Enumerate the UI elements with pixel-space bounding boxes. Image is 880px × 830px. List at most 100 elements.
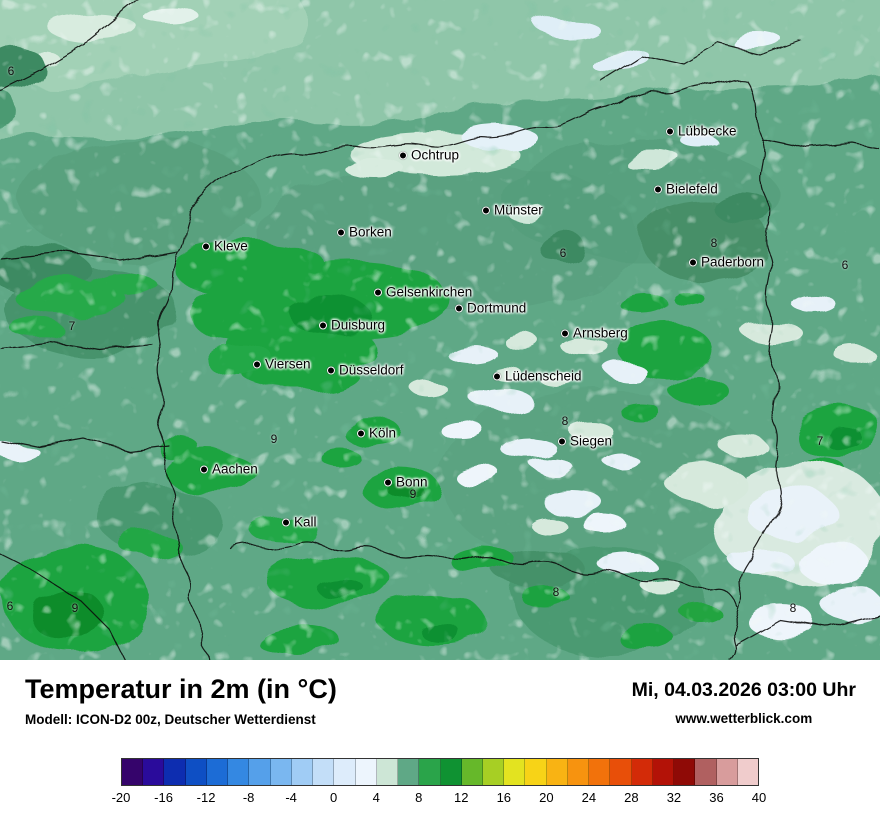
city-label: Münster — [494, 202, 543, 218]
temperature-value-label: 8 — [710, 236, 718, 250]
city-dot — [200, 465, 208, 473]
legend-color-cell — [737, 759, 759, 785]
city-marker-dusseldorf: Düsseldorf — [327, 363, 404, 378]
city-dot — [399, 151, 407, 159]
city-label: Siegen — [570, 433, 613, 449]
city-dot — [455, 304, 463, 312]
legend-tick-label: -16 — [154, 790, 173, 805]
temperature-value-label: 8 — [789, 601, 797, 615]
legend-color-cell — [398, 759, 420, 785]
city-marker-kleve: Kleve — [202, 239, 248, 254]
city-label: Borken — [349, 224, 392, 240]
legend-color-cell — [270, 759, 292, 785]
city-marker-bonn: Bonn — [384, 475, 428, 490]
city-label: Düsseldorf — [339, 362, 404, 378]
legend-color-cell — [185, 759, 207, 785]
city-label: Bielefeld — [666, 181, 718, 197]
legend-color-cell — [716, 759, 738, 785]
city-label: Gelsenkirchen — [386, 284, 473, 300]
city-dot — [654, 185, 662, 193]
city-marker-duisburg: Duisburg — [319, 318, 385, 333]
city-marker-paderborn: Paderborn — [689, 255, 764, 270]
legend-tick-label: 16 — [496, 790, 512, 805]
temperature-value-label: 8 — [561, 414, 569, 428]
city-dot — [253, 360, 261, 368]
temperature-value-label: 6 — [841, 258, 849, 272]
city-marker-munster: Münster — [482, 203, 543, 218]
city-label: Aachen — [212, 461, 258, 477]
city-dot — [689, 258, 697, 266]
legend-color-cell — [376, 759, 399, 785]
legend-tick-label: 4 — [372, 790, 380, 805]
city-marker-borken: Borken — [337, 225, 392, 240]
city-label: Lüdenscheid — [505, 368, 582, 384]
city-marker-gelsenkirchen: Gelsenkirchen — [374, 285, 472, 300]
legend-color-cell — [249, 759, 271, 785]
legend-color-cell — [504, 759, 526, 785]
legend-color-cell — [652, 759, 675, 785]
legend-color-cell — [589, 759, 611, 785]
city-label: Dortmund — [467, 300, 527, 316]
city-dot — [558, 437, 566, 445]
legend-color-cell — [291, 759, 314, 785]
city-dot — [337, 228, 345, 236]
valid-datetime: Mi, 04.03.2026 03:00 Uhr — [631, 679, 856, 701]
city-marker-kall: Kall — [282, 515, 317, 530]
temperature-value-label: 6 — [7, 64, 15, 78]
legend-tick-label: -4 — [285, 790, 297, 805]
temperature-value-label: 9 — [409, 487, 417, 501]
legend-color-cell — [461, 759, 483, 785]
temperature-value-label: 7 — [68, 319, 76, 333]
city-marker-bielefeld: Bielefeld — [654, 182, 718, 197]
legend-color-cell — [143, 759, 165, 785]
city-dot — [202, 242, 210, 250]
city-dot — [561, 329, 569, 337]
legend-color-cell — [631, 759, 653, 785]
city-marker-lubbecke: Lübbecke — [666, 124, 737, 139]
city-label: Kall — [294, 514, 317, 530]
city-dot — [482, 206, 490, 214]
legend-tick-label: 12 — [454, 790, 469, 805]
legend-tick-label: 20 — [539, 790, 554, 805]
temperature-legend: -20 -16 -12 -8 -4 0 4 8 12 16 20 24 28 32 36 40 — [112, 758, 767, 808]
map-area: 6 6 8 6 7 8 7 9 9 8 6 9 8 Ochtrup Lübbecke Bielefeld Mü… — [0, 0, 880, 660]
city-marker-arnsberg: Arnsberg — [561, 326, 628, 341]
website-url: www.wetterblick.com — [675, 711, 813, 726]
city-marker-viersen: Viersen — [253, 357, 311, 372]
legend-color-cell — [122, 759, 144, 785]
legend-color-cell — [206, 759, 229, 785]
city-dot — [282, 518, 290, 526]
city-label: Duisburg — [331, 317, 386, 333]
legend-color-cell — [695, 759, 717, 785]
city-marker-siegen: Siegen — [558, 434, 612, 449]
legend-tick-label: 40 — [751, 790, 767, 805]
map-title: Temperatur in 2m (in °C) — [25, 674, 337, 704]
legend-color-cell — [419, 759, 441, 785]
city-dot — [384, 478, 392, 486]
legend-color-cell — [482, 759, 505, 785]
legend-color-cell — [355, 759, 377, 785]
city-label: Lübbecke — [678, 123, 737, 139]
legend-tick-labels: -20 -16 -12 -8 -4 0 4 8 12 16 20 24 28 32 36 40 — [112, 790, 767, 808]
legend-tick-label: 0 — [330, 790, 338, 805]
city-dot — [493, 372, 501, 380]
legend-tick-label: -20 — [111, 790, 131, 805]
legend-color-cell — [546, 759, 568, 785]
city-dot — [319, 321, 327, 329]
temperature-value-label: 9 — [270, 432, 278, 446]
city-marker-ludenscheid: Lüdenscheid — [493, 369, 582, 384]
legend-color-cell — [313, 759, 335, 785]
map-labels-layer: 6 6 8 6 7 8 7 9 9 8 6 9 8 Ochtrup Lübbecke Bielefeld Mü… — [7, 64, 849, 615]
temperature-value-label: 6 — [559, 246, 567, 260]
city-label: Köln — [369, 425, 397, 441]
city-marker-dortmund: Dortmund — [455, 301, 526, 316]
legend-tick-label: -8 — [242, 790, 255, 805]
legend-color-cell — [674, 759, 696, 785]
datetime-block: Mi, 04.03.2026 03:00 Uhr www.wetterblick… — [632, 674, 856, 726]
city-dot — [666, 127, 674, 135]
legend-color-cell — [334, 759, 356, 785]
legend-tick-label: 24 — [581, 790, 597, 805]
temperature-value-label: 8 — [552, 585, 560, 599]
city-marker-ochtrup: Ochtrup — [399, 148, 459, 163]
legend-color-bar — [121, 758, 759, 786]
